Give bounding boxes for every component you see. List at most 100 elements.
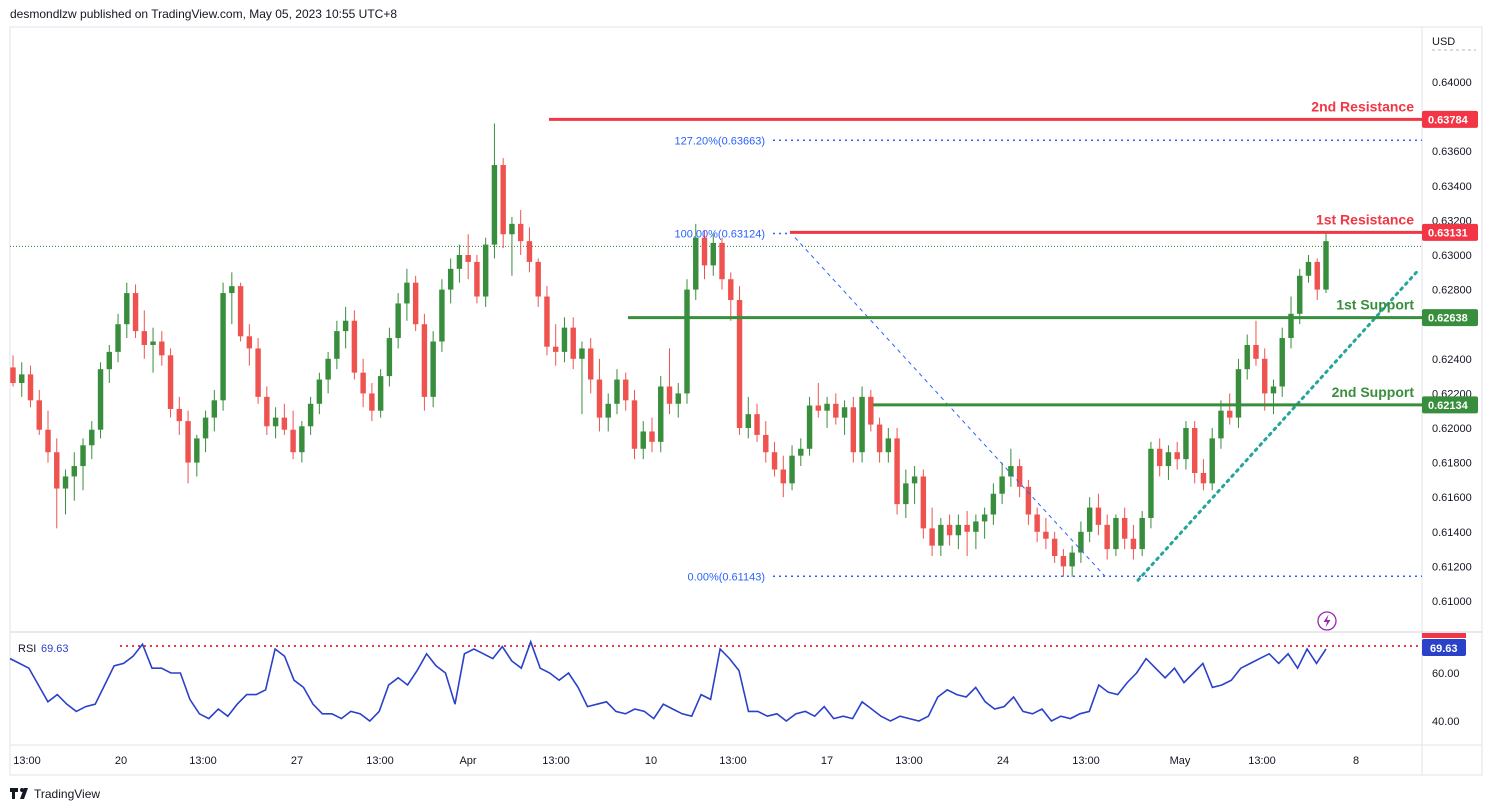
candle-body [535,261,541,297]
candle-body [903,483,909,505]
candle-body [588,348,594,380]
candle-body [1148,448,1154,518]
publisher-line: desmondlzw published on TradingView.com,… [10,7,397,21]
rsi-line [9,639,1327,723]
support-1-price-tag [1422,309,1478,327]
candle-body [124,293,130,325]
candle-body [675,393,681,404]
candle-body [456,255,463,269]
candle-body [517,223,524,242]
candle-body [841,407,848,418]
candle-body [1314,261,1320,290]
candle-body [894,438,900,505]
candle-body [360,372,366,394]
candle-body [763,434,769,453]
candle-body [824,403,830,411]
price-tick: 0.63000 [1432,250,1472,262]
price-tick: 0.61800 [1432,458,1472,470]
candle-body [176,408,183,422]
candle-body [1060,556,1067,567]
resistance-1-price-tag [1422,223,1478,241]
candle-body [482,244,489,297]
candle-body [964,524,970,532]
candle-body [973,521,979,532]
candle-body [789,455,795,484]
candle-body [719,242,725,280]
time-label: 8 [1353,755,1359,767]
candle-body [658,386,664,442]
rsi-value: 69.63 [1430,643,1458,655]
candle-body [850,407,857,453]
candle-body [623,379,629,401]
candle-body [990,493,997,515]
candle-body [325,358,331,380]
candle-body [876,424,883,453]
time-axis: 13:00 20 13:00 27 13:00 Apr 13:00 10 13:00 17 13:0… [13,755,1359,767]
candle-body [1165,452,1172,467]
candle-body [264,396,270,427]
candle-body [202,417,209,439]
candle-body [649,431,655,442]
rsi-label: RSI [18,643,36,655]
candle-body [1297,275,1303,314]
candle-body [281,417,288,430]
resistance-1-value: 0.63131 [1428,227,1468,239]
candle-body [27,374,34,401]
candle-body [377,376,384,411]
time-label: 13:00 [1072,755,1100,767]
rsi-value-tag [1422,639,1466,656]
candle-body [938,524,944,546]
candle-body [220,293,226,401]
candles [10,123,1329,577]
time-label: 13:00 [366,755,394,767]
candle-body [1262,358,1268,394]
candle-body [97,369,104,430]
lightning-icon[interactable] [1317,611,1337,631]
price-tick: 0.61000 [1432,596,1472,608]
price-tick: 0.64000 [1432,77,1472,89]
fib-retracement: 127.20%(0.63663) 100.00%(0.63124) 0.00%(… [674,135,1422,583]
candle-body [1078,531,1084,553]
resistance-2-value: 0.63784 [1428,114,1469,126]
resistance-2-price-tag [1422,110,1478,128]
candle-body [19,374,25,384]
time-label: 13:00 [895,755,923,767]
candle-body [1034,514,1040,532]
candle-body [815,405,822,411]
candle-body [1200,472,1207,484]
fib-1272-label: 127.20%(0.63663) [674,135,765,147]
candle-body [342,320,349,332]
candle-body [754,414,760,435]
candle-body [693,237,699,290]
price-tick: 0.61600 [1432,492,1472,504]
rsi-tick-40: 40.00 [1432,716,1460,728]
candle-body [159,341,165,356]
candle-body [307,403,314,427]
candle-body [465,255,471,262]
time-label: 20 [115,755,127,767]
time-label: Apr [459,755,476,767]
price-tick: 0.62800 [1432,285,1472,297]
candle-body [185,421,191,463]
candle-body [570,327,576,359]
candle-body [561,327,568,352]
currency-label: USD [1432,36,1455,48]
candle-body [412,282,419,325]
candle-body [1043,531,1049,539]
candle-body [395,303,401,339]
candle-body [71,466,77,477]
candle-body [1235,369,1242,418]
candle-body [946,524,953,536]
candle-body [806,405,813,449]
time-label: 13:00 [1248,755,1276,767]
candle-body [666,386,673,404]
time-label: May [1170,755,1191,767]
brand-text: TradingView [34,787,100,801]
candle-body [771,452,778,470]
candle-body [1183,428,1189,460]
candle-body [552,346,559,352]
candle-body [1191,428,1198,473]
candle-body [246,336,253,349]
candle-body [833,403,839,418]
candle-body [1008,466,1014,477]
